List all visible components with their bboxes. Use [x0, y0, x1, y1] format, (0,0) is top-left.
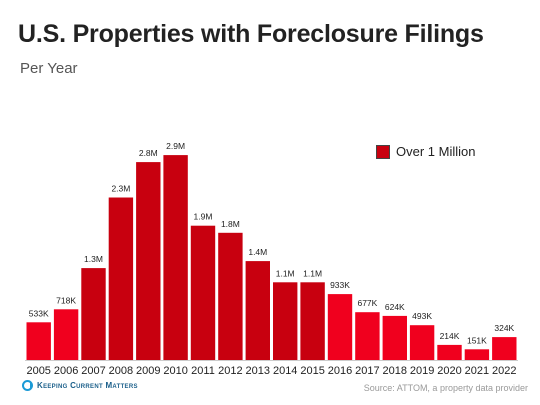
data-label-2020: 214K: [440, 331, 460, 341]
source-note: Source: ATTOM, a property data provider: [363, 383, 528, 393]
x-tick-2009: 2009: [136, 365, 160, 377]
x-tick-2018: 2018: [383, 365, 407, 377]
bar-2014: [273, 282, 298, 360]
bar-2007: [81, 268, 106, 360]
x-tick-2014: 2014: [273, 365, 297, 377]
bar-2011: [190, 225, 216, 360]
data-label-2014: 1.1M: [276, 268, 295, 278]
data-label-2016: 933K: [330, 280, 350, 290]
bar-2013: [245, 261, 270, 360]
data-label-2013: 1.4M: [248, 247, 267, 257]
footer-logo: Keeping Current Matters: [22, 380, 138, 391]
x-tick-2015: 2015: [300, 365, 324, 377]
x-tick-2020: 2020: [437, 365, 461, 377]
legend-label: Over 1 Million: [396, 144, 476, 159]
bar-2017: [355, 312, 380, 360]
bar-2019: [409, 325, 435, 360]
x-tick-2008: 2008: [109, 365, 133, 377]
data-label-2017: 677K: [357, 298, 377, 308]
logo-text: Keeping Current Matters: [37, 381, 138, 390]
bar-2022: [492, 337, 517, 360]
bar-2010: [163, 155, 188, 360]
x-tick-2006: 2006: [54, 365, 78, 377]
x-tick-2022: 2022: [492, 365, 516, 377]
x-tick-2012: 2012: [218, 365, 242, 377]
data-label-2012: 1.8M: [221, 219, 240, 229]
data-label-2007: 1.3M: [84, 254, 103, 264]
bar-2012: [218, 232, 243, 360]
x-tick-2010: 2010: [163, 365, 187, 377]
chart-title: U.S. Properties with Foreclosure Filings: [18, 20, 484, 48]
data-label-2009: 2.8M: [139, 148, 158, 158]
data-label-2005: 533K: [29, 308, 49, 318]
bar-2018: [382, 315, 407, 360]
x-tick-2019: 2019: [410, 365, 434, 377]
bar-2008: [108, 197, 134, 360]
x-tick-2016: 2016: [328, 365, 352, 377]
x-tick-2005: 2005: [26, 365, 50, 377]
data-label-2011: 1.9M: [194, 212, 213, 222]
data-label-2010: 2.9M: [166, 141, 185, 151]
data-label-2015: 1.1M: [303, 268, 322, 278]
bar-2006: [53, 309, 79, 360]
x-tick-2013: 2013: [246, 365, 270, 377]
bar-2005: [26, 322, 51, 360]
kcm-logo-icon: [22, 380, 33, 391]
chart-subtitle: Per Year: [20, 60, 78, 77]
data-label-2018: 624K: [385, 302, 405, 312]
x-tick-2007: 2007: [81, 365, 105, 377]
bar-2015: [300, 282, 325, 360]
x-tick-2011: 2011: [191, 365, 215, 377]
legend-swatch: [376, 144, 390, 159]
x-tick-2021: 2021: [465, 365, 489, 377]
bar-2016: [327, 294, 353, 360]
data-label-2021: 151K: [467, 335, 487, 345]
data-label-2008: 2.3M: [111, 184, 130, 194]
bar-2009: [136, 162, 161, 360]
data-label-2006: 718K: [56, 295, 76, 305]
data-label-2022: 324K: [494, 323, 514, 333]
bar-2020: [437, 344, 462, 360]
legend: Over 1 Million: [376, 144, 475, 159]
data-label-2019: 493K: [412, 311, 432, 321]
x-tick-2017: 2017: [355, 365, 379, 377]
bar-2021: [464, 349, 490, 360]
